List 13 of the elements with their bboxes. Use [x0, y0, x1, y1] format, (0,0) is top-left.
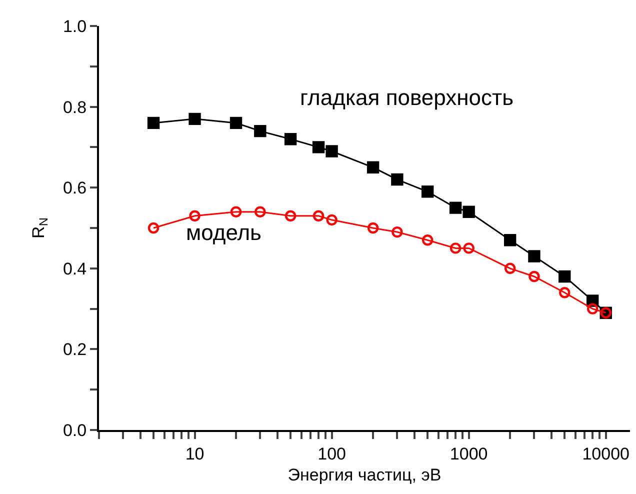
y-tick-label: 1.0: [62, 16, 87, 36]
x-tick-label: 10000: [582, 444, 630, 464]
series-label: модель: [186, 220, 262, 245]
series-label: гладкая поверхность: [300, 85, 514, 110]
x-tick-label: 100: [318, 444, 346, 464]
y-tick-label: 0.0: [62, 420, 87, 440]
x-tick-label: 1000: [450, 444, 488, 464]
y-tick-label: 0.2: [62, 340, 87, 360]
x-tick-label: 10: [185, 444, 204, 464]
x-axis-title: Энергия частиц, эВ: [288, 465, 442, 484]
y-tick-label: 0.4: [62, 259, 87, 278]
y-tick-label: 0.8: [62, 98, 87, 117]
y-tick-label: 0.6: [62, 178, 87, 198]
